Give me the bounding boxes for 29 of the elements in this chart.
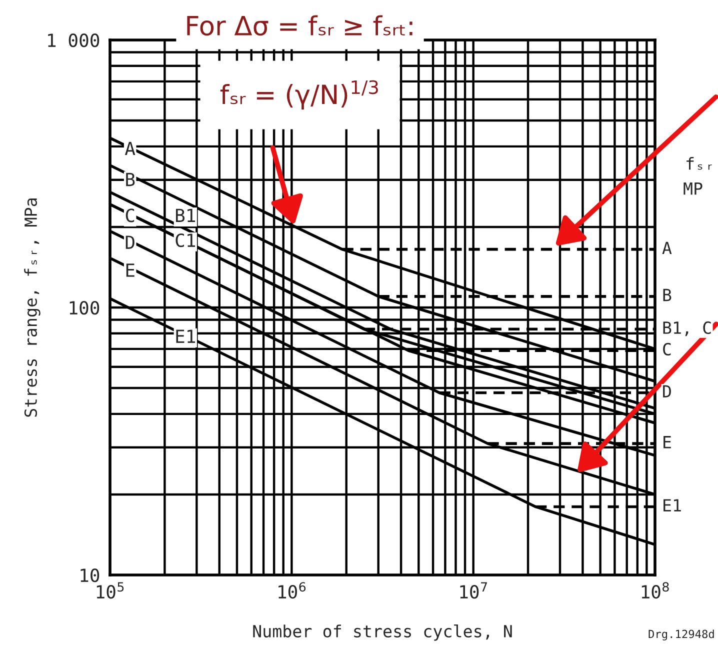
annotation: D: [663, 385, 671, 398]
x-tick-label: 10$^{7}$: [460, 582, 487, 599]
annotation: C: [663, 342, 671, 356]
y-tick-label: 100: [70, 301, 100, 315]
y-tick-label: 10: [80, 568, 100, 582]
text: fₛᵣ = (γ/N)$^{1/3}$: [220, 80, 378, 110]
annotation: D: [126, 236, 134, 249]
annotation: E1: [664, 499, 681, 512]
x-axis-title: Number of stress cycles, N: [253, 624, 512, 641]
text: MP: [684, 182, 702, 195]
annotation: E: [126, 264, 134, 277]
annotation: B: [663, 288, 672, 302]
x-tick-label: 10$^{8}$: [642, 582, 669, 599]
annotation: A: [662, 242, 672, 254]
y-tick-label: 1 000: [48, 34, 100, 48]
annotation: C: [126, 208, 134, 222]
x-tick-label: 10$^{5}$: [96, 582, 124, 599]
annotation: C1: [176, 233, 196, 248]
annotation: B: [126, 172, 135, 186]
x-tick-label: 10$^{6}$: [278, 582, 306, 599]
annotation: A: [124, 142, 136, 156]
y-axis-title: Stress range, fₛᵣ, MPa: [24, 198, 40, 417]
chart-title: For Δσ = fₛᵣ ≥ fₛᵣₜ:: [187, 15, 412, 36]
text: Drg.12948d: [648, 630, 714, 640]
annotation: E: [664, 436, 671, 448]
annotation: E1: [176, 330, 196, 343]
text: fₛᵣ: [686, 156, 712, 170]
annotation: B1: [176, 208, 196, 222]
annotation: B1, C: [663, 321, 711, 336]
